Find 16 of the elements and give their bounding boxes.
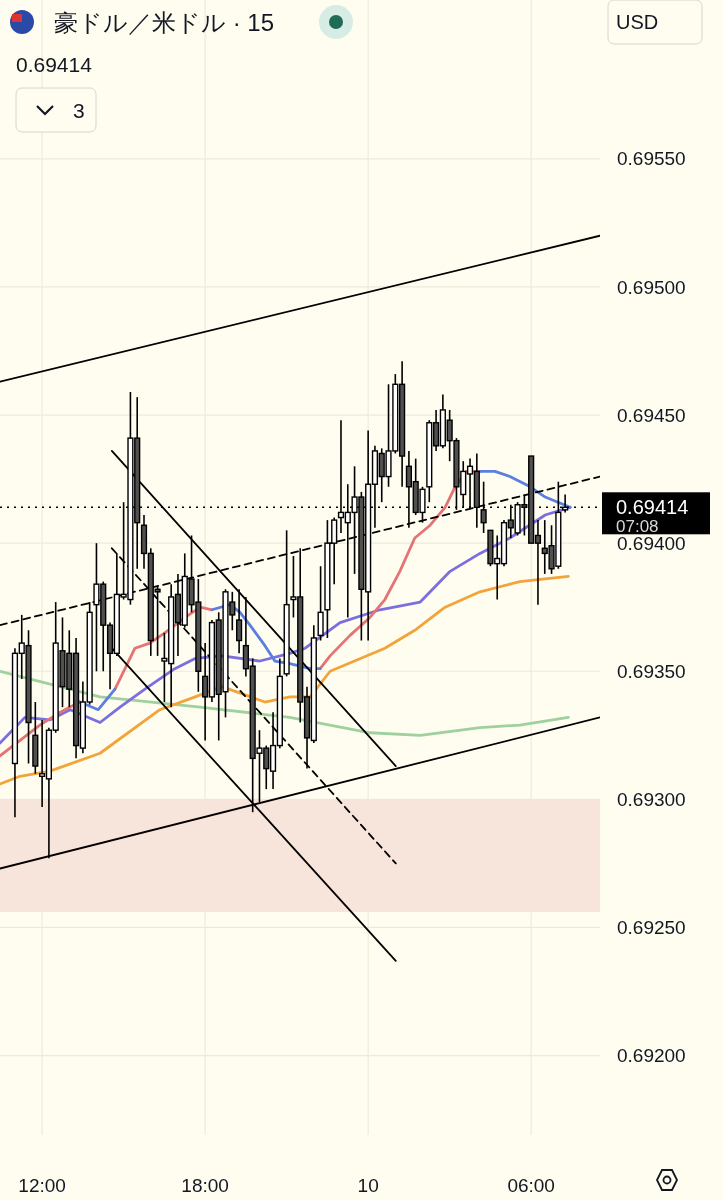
annotation: 3 [73, 99, 85, 122]
ref-line-label: 0.69414 [616, 496, 689, 519]
y-tick-label: 0.69250 [617, 917, 686, 939]
x-tick-label: 10 [357, 1175, 379, 1196]
text: 0.69414 [16, 53, 93, 76]
text: USD [616, 11, 659, 33]
y-tick-label: 0.69200 [617, 1045, 686, 1067]
y-tick-label: 0.69500 [617, 276, 686, 298]
y-tick-label: 0.69350 [617, 660, 686, 682]
y-tick-label: 0.69450 [617, 404, 686, 426]
x-tick-label: 18:00 [181, 1175, 229, 1196]
y-tick-label: 0.69550 [617, 148, 686, 170]
y-tick-label: 0.69300 [617, 789, 686, 811]
x-tick-label: 12:00 [18, 1175, 66, 1196]
x-tick-label: 06:00 [507, 1175, 555, 1196]
chart-title: 豪ドル／米ドル · 15 [54, 9, 275, 36]
